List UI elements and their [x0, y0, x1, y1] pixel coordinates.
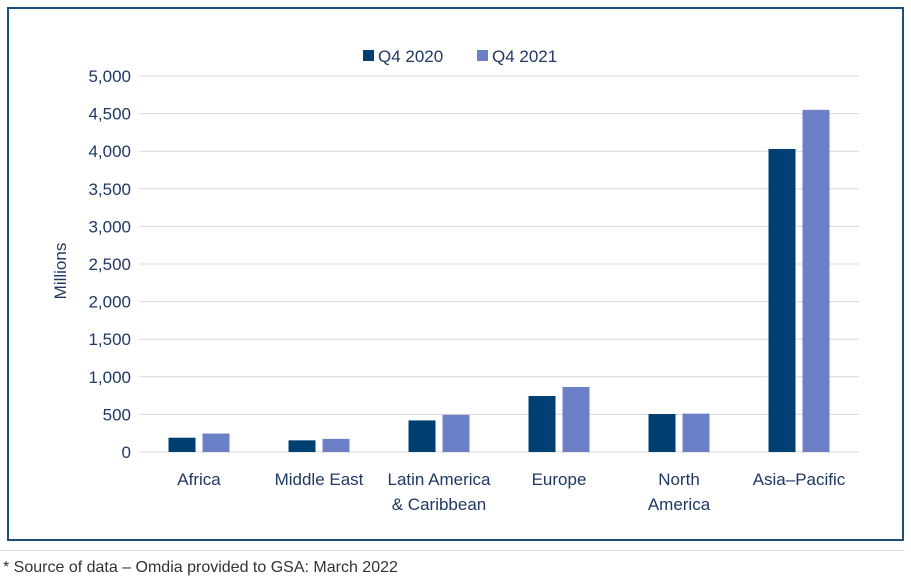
bar-q4-2021 [562, 386, 590, 452]
x-category-label: Europe [532, 470, 587, 489]
y-tick-label: 4,500 [88, 105, 131, 124]
bar-q4-2020 [648, 414, 676, 452]
bar-q4-2021 [442, 414, 470, 452]
bar-q4-2020 [408, 420, 436, 452]
chart-frame: 0 500 1,000 1,500 2,000 2,500 3,000 3,500 4,000 4… [7, 7, 904, 541]
bar-q4-2021 [202, 433, 230, 452]
y-tick-label: 0 [122, 443, 131, 462]
x-category-label-line: Asia–Pacific [753, 470, 846, 489]
legend-swatch [363, 50, 374, 61]
y-tick-label: 1,000 [88, 368, 131, 387]
x-category-label: North America [648, 470, 711, 514]
y-tick-label: 1,500 [88, 330, 131, 349]
x-category-label: Latin America & Caribbean [388, 470, 492, 514]
x-category-label: Middle East [275, 470, 364, 489]
x-category-label-line: & Caribbean [392, 495, 487, 514]
bar-q4-2021 [682, 413, 710, 452]
legend-label: Q4 2021 [492, 47, 557, 66]
y-tick-label: 2,500 [88, 255, 131, 274]
x-category-label: Asia–Pacific [753, 470, 846, 489]
bar-q4-2021 [802, 109, 830, 452]
bar-q4-2020 [168, 437, 196, 452]
y-axis-title: Millions [51, 243, 70, 300]
y-tick-label: 2,000 [88, 293, 131, 312]
bar-q4-2020 [768, 148, 796, 452]
x-category-label-line: Middle East [275, 470, 364, 489]
bar-q4-2020 [528, 395, 556, 452]
y-tick-label: 4,000 [88, 142, 131, 161]
x-category-label-line: Latin America [388, 470, 492, 489]
y-tick-label: 500 [103, 405, 131, 424]
x-category-label-line: Africa [177, 470, 221, 489]
y-tick-label: 3,000 [88, 217, 131, 236]
y-tick-label: 3,500 [88, 180, 131, 199]
x-category-label-line: America [648, 495, 711, 514]
source-note: * Source of data – Omdia provided to GSA… [3, 559, 398, 576]
x-category-label-line: Europe [532, 470, 587, 489]
legend-label: Q4 2020 [378, 47, 443, 66]
bar-q4-2021 [322, 438, 350, 452]
bar-chart: 0 500 1,000 1,500 2,000 2,500 3,000 3,500 4,000 4… [51, 47, 859, 514]
x-category-label-line: North [658, 470, 700, 489]
x-category-label: Africa [177, 470, 221, 489]
bar-q4-2020 [288, 440, 316, 452]
footer-divider [0, 550, 905, 551]
y-tick-label: 5,000 [88, 67, 131, 86]
legend-swatch [477, 50, 488, 61]
